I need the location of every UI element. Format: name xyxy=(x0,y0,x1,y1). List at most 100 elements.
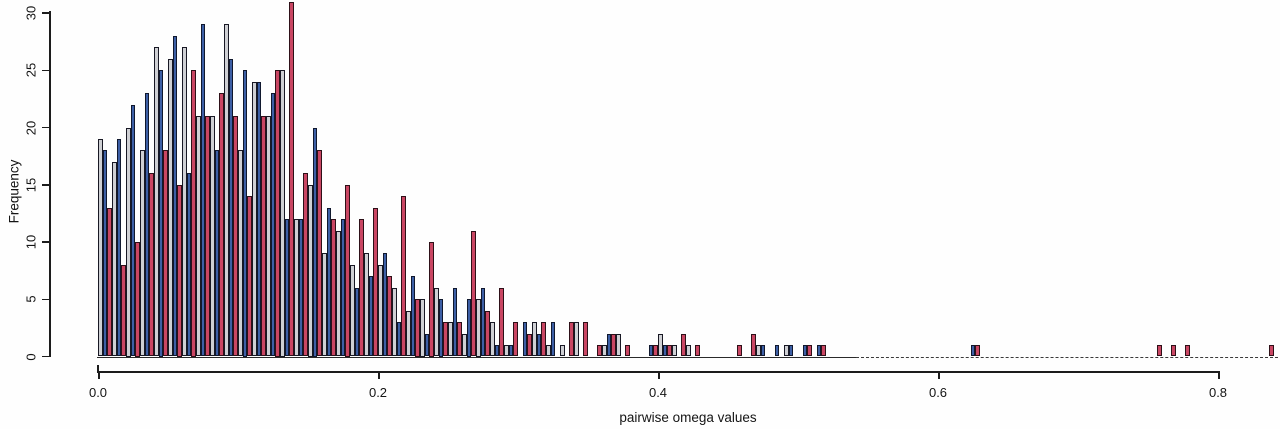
bar-series-red-bin-25 xyxy=(457,322,462,357)
bar-series-red-bin-83 xyxy=(1269,345,1274,357)
bar-series-red-bin-35 xyxy=(597,345,602,357)
bar-series-gray-bin-26 xyxy=(462,333,467,357)
bar-series-red-bin-14 xyxy=(303,173,308,357)
bar-series-gray-bin-31 xyxy=(532,322,537,357)
bar-series-blue-bin-4 xyxy=(158,70,164,357)
bar-series-red-bin-26 xyxy=(471,230,476,357)
x-tick-label: 0.2 xyxy=(368,385,388,400)
bar-series-blue-bin-29 xyxy=(508,345,514,357)
bar-series-blue-bin-36 xyxy=(606,333,612,357)
bar-series-gray-bin-9 xyxy=(224,24,229,357)
bar-series-gray-bin-23 xyxy=(420,299,425,357)
bar-series-red-bin-28 xyxy=(499,287,504,357)
bar-series-red-bin-0 xyxy=(107,207,112,357)
bar-series-gray-bin-47 xyxy=(756,345,761,357)
bar-series-blue-bin-31 xyxy=(536,333,542,357)
bar-series-red-bin-20 xyxy=(387,276,392,357)
bar-series-red-bin-40 xyxy=(667,345,672,357)
bar-series-red-bin-46 xyxy=(751,333,756,357)
bar-series-gray-bin-13 xyxy=(280,70,285,357)
x-tick-label: 0.0 xyxy=(88,385,108,400)
bar-series-gray-bin-22 xyxy=(406,310,411,357)
bar-series-red-bin-3 xyxy=(149,173,154,357)
bar-series-red-bin-16 xyxy=(331,219,336,357)
x-tick-label: 0.8 xyxy=(1208,385,1228,400)
bar-series-gray-bin-7 xyxy=(196,116,201,357)
bar-series-gray-bin-5 xyxy=(168,58,173,357)
bar-series-red-bin-31 xyxy=(541,322,546,357)
bar-series-red-bin-27 xyxy=(485,310,490,357)
bar-series-red-bin-50 xyxy=(807,345,812,357)
y-tick-label: 25 xyxy=(23,63,39,78)
bar-series-red-bin-15 xyxy=(317,150,322,357)
bar-series-gray-bin-34 xyxy=(574,322,579,357)
bar-series-gray-bin-17 xyxy=(336,230,341,357)
bar-series-blue-bin-32 xyxy=(550,322,556,357)
bar-series-blue-bin-22 xyxy=(410,276,416,357)
bar-series-blue-bin-25 xyxy=(452,287,458,357)
y-tick-label: 20 xyxy=(23,120,39,135)
bar-series-red-bin-45 xyxy=(737,345,742,357)
bar-series-blue-bin-39 xyxy=(648,345,654,357)
y-axis-title: Frequency xyxy=(6,159,22,224)
bar-series-blue-bin-48 xyxy=(774,345,780,357)
bar-series-gray-bin-20 xyxy=(378,264,383,357)
y-tick-10 xyxy=(42,241,49,243)
bar-series-gray-bin-8 xyxy=(210,116,215,357)
bar-series-blue-bin-3 xyxy=(144,93,150,357)
bar-series-red-bin-21 xyxy=(401,196,406,357)
y-tick-15 xyxy=(42,184,49,186)
bar-series-blue-bin-62 xyxy=(970,345,976,357)
bar-series-blue-bin-40 xyxy=(662,345,668,357)
y-tick-label: 10 xyxy=(23,234,39,250)
bar-series-red-bin-2 xyxy=(135,242,140,357)
bar-series-gray-bin-14 xyxy=(294,219,299,357)
y-tick-label: 5 xyxy=(23,295,39,303)
x-tick-label: 0.6 xyxy=(928,385,948,400)
bar-series-gray-bin-6 xyxy=(182,47,187,357)
bar-series-blue-bin-50 xyxy=(802,345,808,357)
bar-series-red-bin-19 xyxy=(373,207,378,357)
bar-series-gray-bin-15 xyxy=(308,184,313,357)
bar-series-gray-bin-40 xyxy=(658,333,663,357)
y-tick-label: 30 xyxy=(23,5,39,21)
bar-series-gray-bin-29 xyxy=(504,345,509,357)
bar-series-red-bin-18 xyxy=(359,219,364,357)
bar-series-red-bin-33 xyxy=(569,322,574,357)
bar-series-blue-bin-30 xyxy=(522,322,528,357)
y-tick-label: 15 xyxy=(23,177,39,192)
y-axis-line xyxy=(49,11,51,357)
bar-series-red-bin-6 xyxy=(191,70,196,357)
x-tick-label: 0.4 xyxy=(648,385,668,400)
bar-series-gray-bin-0 xyxy=(98,138,103,357)
bar-series-red-bin-24 xyxy=(443,322,448,357)
y-tick-5 xyxy=(42,298,49,300)
bar-series-gray-bin-4 xyxy=(154,47,159,357)
bar-series-red-bin-75 xyxy=(1157,345,1162,357)
bar-series-blue-bin-28 xyxy=(494,345,500,357)
bar-series-gray-bin-27 xyxy=(476,299,481,357)
y-tick-0 xyxy=(42,355,49,358)
bar-series-red-bin-9 xyxy=(233,116,238,357)
bar-series-red-bin-39 xyxy=(653,345,658,357)
bar-series-gray-bin-33 xyxy=(560,345,565,357)
bar-series-gray-bin-10 xyxy=(238,150,243,357)
bar-series-red-bin-8 xyxy=(219,93,224,357)
x-axis-title: pairwise omega values xyxy=(619,410,757,425)
bar-series-red-bin-7 xyxy=(205,116,210,357)
bar-series-blue-bin-5 xyxy=(172,35,178,357)
bar-series-gray-bin-21 xyxy=(392,287,397,357)
x-tick-0.4 xyxy=(658,371,660,379)
bar-series-gray-bin-37 xyxy=(616,333,621,357)
bar-series-blue-bin-14 xyxy=(298,219,304,357)
bar-series-blue-bin-7 xyxy=(200,24,206,357)
bar-series-gray-bin-49 xyxy=(784,345,789,357)
bar-series-red-bin-34 xyxy=(583,322,588,357)
bar-series-gray-bin-19 xyxy=(364,253,369,357)
bar-series-red-bin-62 xyxy=(975,345,980,357)
y-tick-20 xyxy=(42,126,49,129)
bar-series-gray-bin-18 xyxy=(350,264,355,357)
x-axis-origin-stub xyxy=(97,365,99,371)
bar-series-blue-bin-27 xyxy=(480,287,486,357)
bar-series-red-bin-51 xyxy=(821,345,826,357)
